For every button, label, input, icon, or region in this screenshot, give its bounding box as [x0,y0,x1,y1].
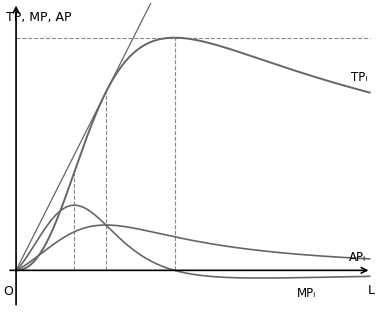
Text: O: O [3,285,13,299]
Text: TPₗ: TPₗ [351,72,367,84]
Text: APₗ: APₗ [349,251,366,264]
Text: MPₗ: MPₗ [296,287,316,300]
Text: L: L [368,284,375,297]
Text: TP, MP, AP: TP, MP, AP [6,11,72,24]
